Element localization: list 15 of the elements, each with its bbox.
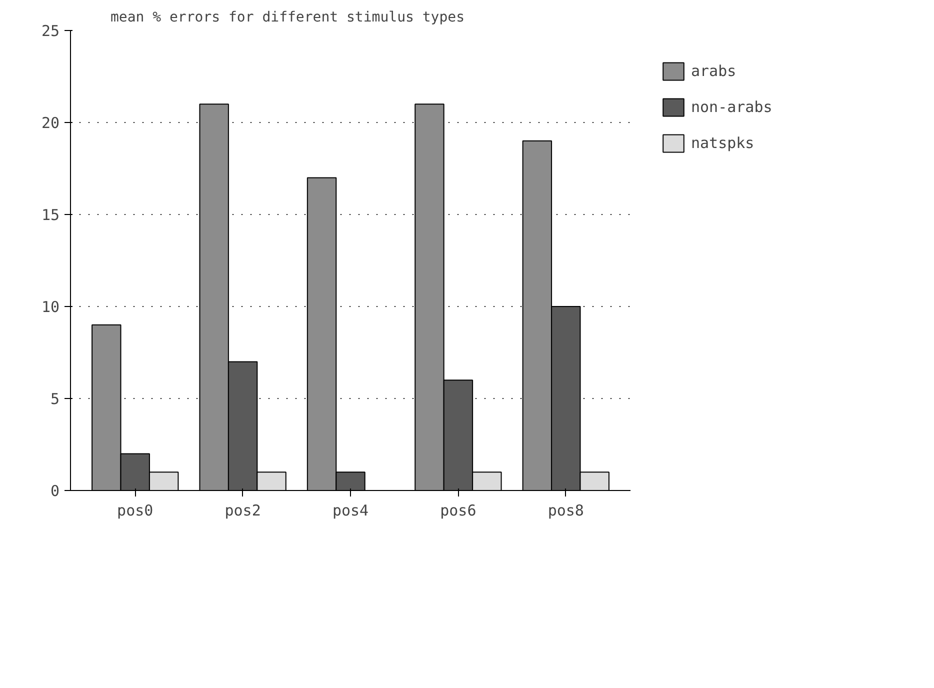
x-tick-label: pos4 xyxy=(332,502,369,520)
y-tick-label: 15 xyxy=(41,206,60,224)
y-tick-label: 20 xyxy=(41,114,60,132)
y-tick-label: 10 xyxy=(41,298,60,316)
x-tick-label: pos6 xyxy=(440,502,476,520)
chart-title: mean % errors for different stimulus types xyxy=(110,10,465,26)
x-tick-label: pos8 xyxy=(548,502,584,520)
x-tick-label: pos2 xyxy=(224,502,261,520)
x-tick-label: pos0 xyxy=(117,502,154,520)
y-tick-label: 5 xyxy=(50,390,60,408)
y-tick-label: 0 xyxy=(50,482,60,500)
y-tick-label: 25 xyxy=(41,22,60,40)
legend-label: arabs xyxy=(691,62,736,80)
legend-label: natspks xyxy=(691,134,754,152)
legend-label: non-arabs xyxy=(691,98,772,116)
